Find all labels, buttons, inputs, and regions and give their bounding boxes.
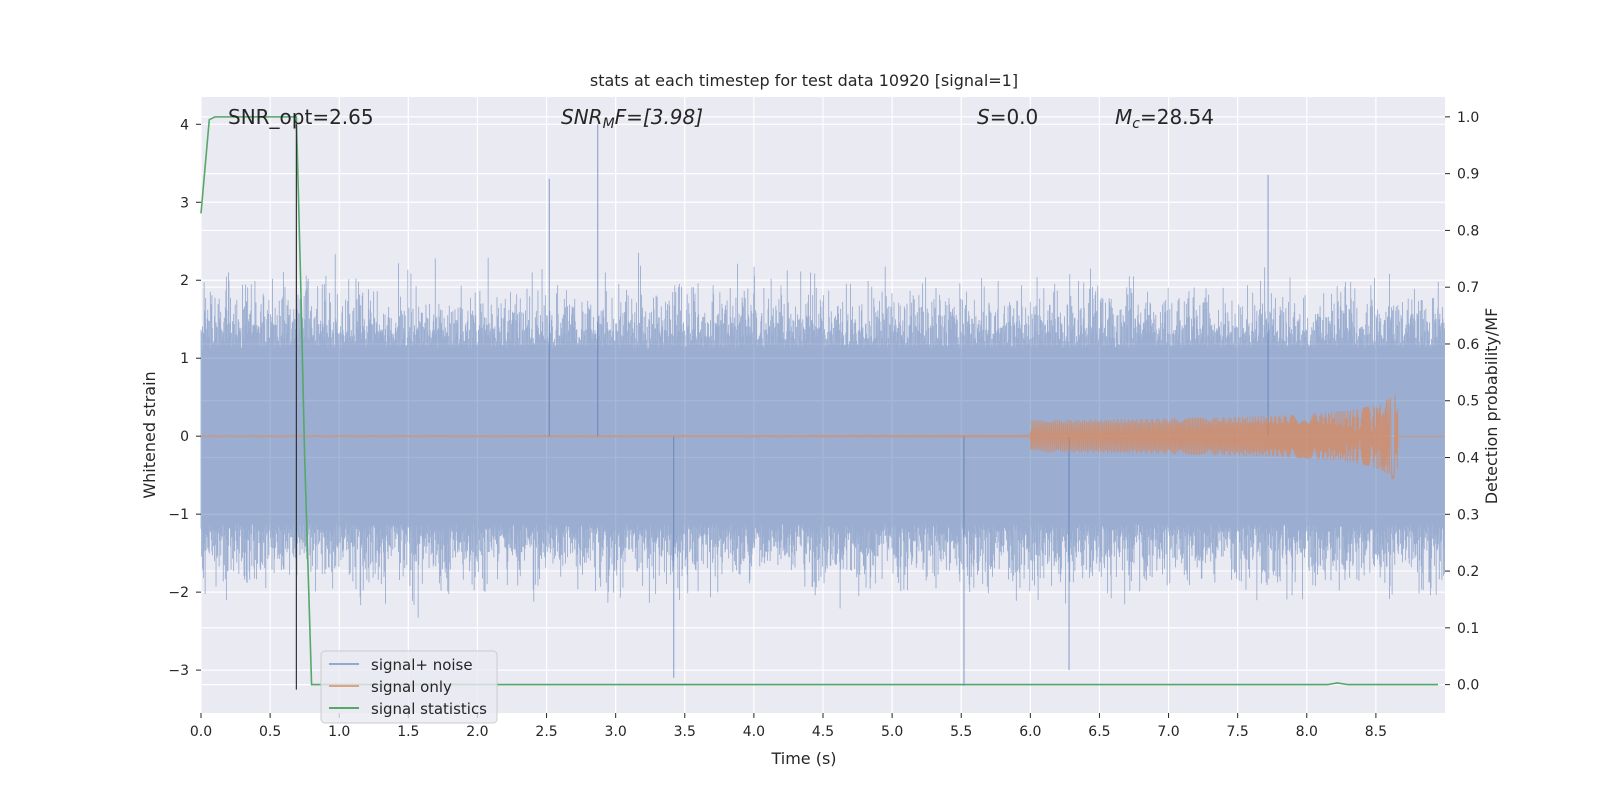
y2-tick-label: 0.1: [1457, 621, 1479, 637]
series-signal-noise: [200, 124, 1445, 686]
x-tick-label: 5.0: [881, 724, 903, 740]
y2-tick-label: 0.4: [1457, 451, 1479, 467]
annotation-s: S=0.0: [977, 105, 1038, 129]
x-tick-label: 7.5: [1227, 724, 1249, 740]
y-axis-label: Whitened strain: [140, 371, 159, 498]
x-tick-label: 4.0: [743, 724, 765, 740]
x-tick-label: 0.0: [190, 724, 212, 740]
x-tick-label: 6.0: [1019, 724, 1041, 740]
y-tick-label: −3: [168, 663, 189, 679]
annotation-snr-mf: SNRMF=[3.98]: [561, 105, 703, 132]
x-tick-label: 1.0: [328, 724, 350, 740]
legend-label-signal-only: signal only: [371, 678, 452, 696]
x-tick-label: 3.5: [674, 724, 696, 740]
x-axis-label: Time (s): [770, 749, 836, 768]
y-tick-label: 3: [180, 195, 189, 211]
legend: signal+ noise signal only signal statist…: [320, 650, 498, 724]
y2-tick-label: 0.9: [1457, 167, 1479, 183]
x-tick-label: 4.5: [812, 724, 834, 740]
series-signal-only: [200, 394, 1445, 480]
y-tick-label: −1: [168, 507, 189, 523]
x-tick-label: 8.5: [1365, 724, 1387, 740]
y-tick-label: −2: [168, 585, 189, 601]
annotation-mc: Mc=28.54: [1115, 105, 1214, 132]
signal-only-trace: [200, 394, 1445, 480]
x-tick-label: 0.5: [259, 724, 281, 740]
legend-label-signal-noise: signal+ noise: [371, 656, 473, 674]
y2-axis-ticks: 0.0 0.1 0.2 0.3 0.4 0.5 0.6 0.7 0.8 0.9 1.0: [1445, 110, 1479, 694]
y2-tick-label: 0.7: [1457, 280, 1479, 296]
x-tick-label: 6.5: [1088, 724, 1110, 740]
x-tick-label: 5.5: [950, 724, 972, 740]
y2-tick-label: 0.2: [1457, 564, 1479, 580]
x-tick-label: 2.5: [535, 724, 557, 740]
chart-title: stats at each timestep for test data 109…: [590, 71, 1018, 90]
y2-tick-label: 0.3: [1457, 507, 1479, 523]
x-tick-label: 2.0: [466, 724, 488, 740]
x-tick-label: 8.0: [1296, 724, 1318, 740]
legend-label-signal-statistics: signal statistics: [371, 700, 487, 718]
y2-tick-label: 0.8: [1457, 223, 1479, 239]
y2-axis-label: Detection probability/MF: [1482, 308, 1501, 505]
y-tick-label: 2: [180, 273, 189, 289]
y2-tick-label: 0.6: [1457, 337, 1479, 353]
x-tick-label: 7.0: [1157, 724, 1179, 740]
y2-tick-label: 0.0: [1457, 678, 1479, 694]
y-tick-label: 1: [180, 351, 189, 367]
x-axis-ticks: 0.0 0.5 1.0 1.5 2.0 2.5 3.0 3.5 4.0 4.5 5.0 5.5 6.0 6…: [190, 713, 1387, 740]
x-tick-label: 1.5: [397, 724, 419, 740]
y-tick-label: 0: [180, 429, 189, 445]
y-axis-ticks: −3 −2 −1 0 1 2 3 4: [168, 117, 201, 679]
x-tick-label: 3.0: [605, 724, 627, 740]
y2-tick-label: 0.5: [1457, 394, 1479, 410]
y-tick-label: 4: [180, 117, 189, 133]
y2-tick-label: 1.0: [1457, 110, 1479, 126]
annotation-snr-opt: SNR_opt=2.65: [228, 105, 374, 129]
